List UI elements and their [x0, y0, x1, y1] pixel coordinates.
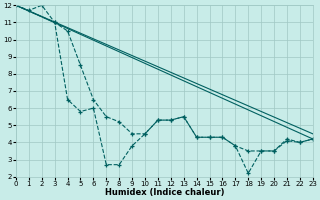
- X-axis label: Humidex (Indice chaleur): Humidex (Indice chaleur): [105, 188, 224, 197]
